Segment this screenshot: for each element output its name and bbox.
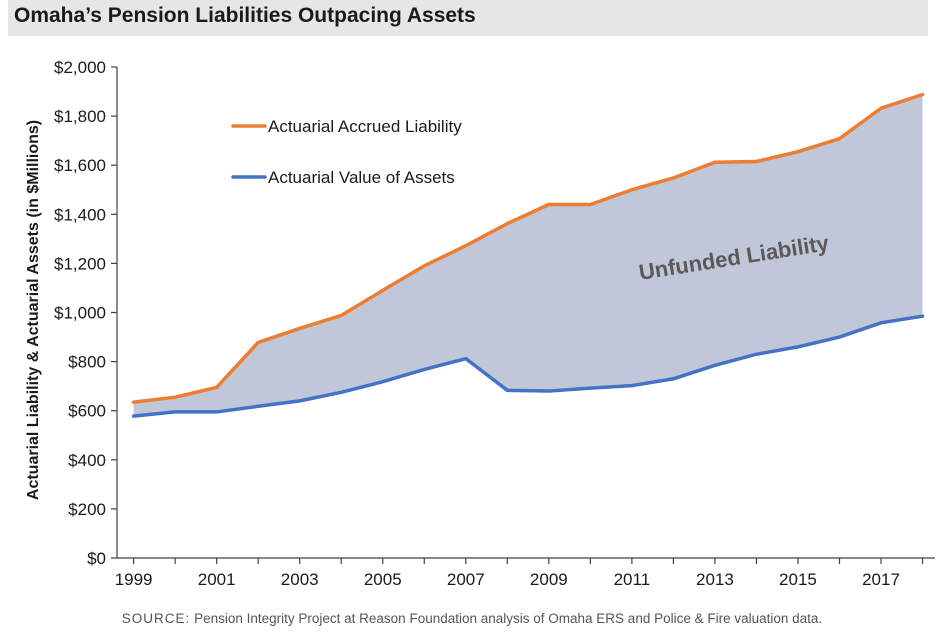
legend-label-liability: Actuarial Accrued Liability [268,117,462,136]
x-tick-label: 2015 [779,570,817,589]
x-tick-label: 2013 [696,570,734,589]
chart-area: $0 $200 $400 $600 $800 $1,000 $1,200 $1,400 $1,6… [25,58,935,589]
x-tick-label: 2003 [281,570,319,589]
y-axis-label: Actuarial Liability & Actuarial Assets (… [25,120,42,500]
y-tick-label: $400 [68,451,106,470]
y-tick-label: $1,200 [54,254,106,273]
title-bar: Omaha’s Pension Liabilities Outpacing As… [8,0,928,36]
y-tick-label: $2,000 [54,58,106,77]
y-tick-label: $600 [68,402,106,421]
source-label: SOURCE: [121,611,191,626]
chart-title: Omaha’s Pension Liabilities Outpacing As… [14,4,476,27]
x-tick-label: 1999 [115,570,153,589]
x-tick-label: 2001 [198,570,236,589]
source-note: SOURCE: Pension Integrity Project at Rea… [0,611,944,626]
legend-label-assets: Actuarial Value of Assets [268,168,455,187]
series-line-assets [131,314,925,418]
y-tick-label: $0 [87,549,106,568]
series-line-liability [131,92,925,404]
y-tick-label: $200 [68,500,106,519]
y-tick-label: $1,800 [54,107,106,126]
x-tick-label: 2005 [364,570,402,589]
y-tick-label: $1,000 [54,304,106,323]
y-tick-label: $800 [68,353,106,372]
y-tick-label: $1,400 [54,205,106,224]
x-tick-label: 2007 [447,570,485,589]
source-text: Pension Integrity Project at Reason Foun… [194,611,823,626]
x-tick-label: 2011 [614,570,651,589]
x-tick-label: 2009 [530,570,568,589]
unfunded-liability-area [133,94,923,417]
x-tick-label: 2017 [862,570,900,589]
y-tick-label: $1,600 [54,156,106,175]
